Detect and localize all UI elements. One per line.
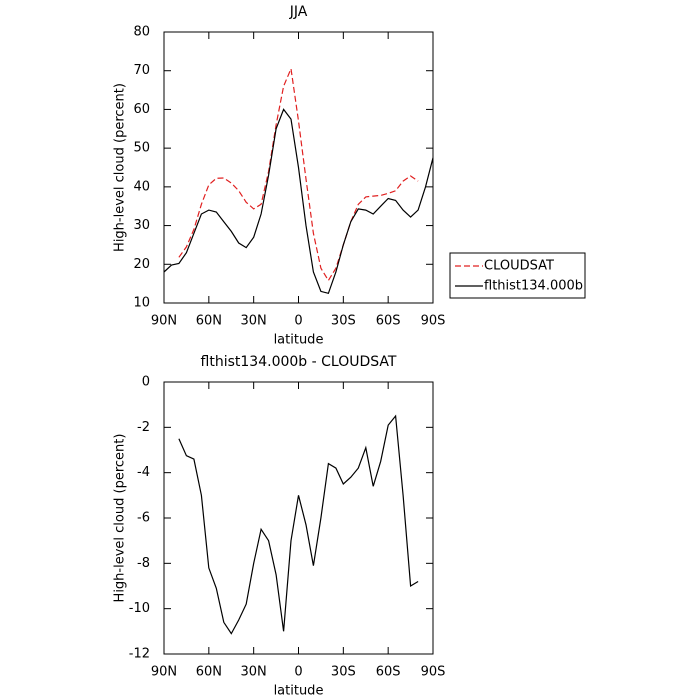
- y-tick-label: 20: [133, 257, 150, 272]
- y-tick-label: 50: [133, 141, 150, 156]
- x-tick-label: 30S: [331, 665, 356, 680]
- y-tick-label: -8: [137, 556, 150, 571]
- x-tick-label: 30N: [241, 314, 267, 329]
- legend-label: flthist134.000b: [484, 279, 583, 294]
- data-line: [163, 108, 434, 295]
- chart-title: JJA: [289, 4, 308, 20]
- x-axis-label: latitude: [274, 333, 324, 348]
- x-tick-label: 60N: [196, 314, 222, 329]
- y-tick-label: 0: [142, 375, 150, 390]
- y-tick-label: -10: [129, 601, 150, 616]
- x-tick-label: 90S: [421, 314, 446, 329]
- legend-label: CLOUDSAT: [484, 259, 554, 274]
- x-tick-label: 90N: [151, 665, 177, 680]
- y-tick-label: -2: [137, 420, 150, 435]
- y-axis-label: High-level cloud (percent): [113, 434, 128, 603]
- y-tick-label: 40: [133, 179, 150, 194]
- x-tick-label: 0: [294, 314, 302, 329]
- y-tick-label: 10: [133, 296, 150, 311]
- x-tick-label: 30N: [241, 665, 267, 680]
- chart-title: flthist134.000b - CLOUDSAT: [201, 354, 397, 370]
- data-line: [178, 414, 419, 635]
- x-axis-label: latitude: [274, 684, 324, 699]
- y-tick-label: 70: [133, 63, 150, 78]
- plot-frame: [163, 381, 434, 655]
- y-tick-label: 30: [133, 218, 150, 233]
- data-line: [178, 66, 419, 282]
- x-tick-label: 60N: [196, 665, 222, 680]
- x-tick-label: 60S: [376, 665, 401, 680]
- x-tick-label: 60S: [376, 314, 401, 329]
- x-tick-label: 90N: [151, 314, 177, 329]
- x-tick-label: 90S: [421, 665, 446, 680]
- y-axis-label: High-level cloud (percent): [113, 83, 128, 252]
- y-tick-label: -4: [137, 465, 150, 480]
- x-tick-label: 0: [294, 665, 302, 680]
- y-tick-label: -6: [137, 511, 150, 526]
- y-tick-label: 80: [133, 25, 150, 40]
- legend-box: [449, 252, 586, 299]
- y-tick-label: 60: [133, 102, 150, 117]
- y-tick-label: -12: [129, 647, 150, 662]
- x-tick-label: 30S: [331, 314, 356, 329]
